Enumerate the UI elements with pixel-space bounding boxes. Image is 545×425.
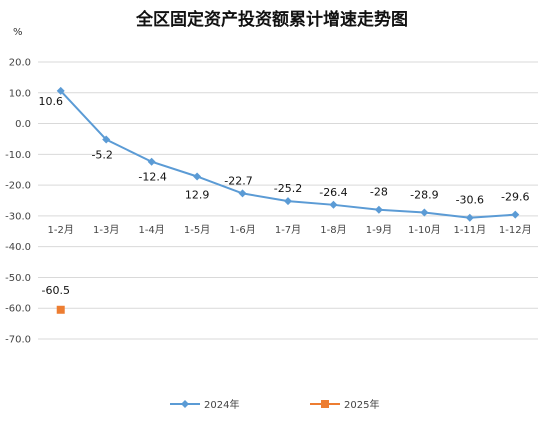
x-tick-label: 1-8月	[320, 224, 346, 236]
legend-label: 2025年	[344, 398, 379, 411]
data-label: -60.5	[41, 284, 69, 297]
data-label: -26.4	[319, 186, 347, 199]
y-tick-label: 0.0	[15, 119, 31, 130]
y-tick-label: -50.0	[5, 273, 31, 284]
y-axis-ticks: 20.0 10.0 0.0 -10.0 -20.0 -30.0 -40.0 -50.0 -60.…	[5, 58, 31, 346]
x-tick-label: 1-6月	[229, 224, 255, 236]
x-tick-label: 1-11月	[453, 224, 486, 236]
x-axis-ticks: 1-2月 1-3月 1-4月 1-5月 1-6月 1-7月 1-8月 1-9月 1-10月 1-1…	[48, 224, 532, 236]
data-label: -30.6	[456, 194, 484, 207]
data-point-marker	[420, 208, 429, 217]
legend-label: 2024年	[204, 398, 239, 411]
data-label: -12.4	[138, 171, 166, 184]
data-point-marker	[465, 213, 474, 222]
data-label: -29.6	[501, 191, 529, 204]
data-point-marker	[56, 305, 65, 314]
x-tick-label: 1-3月	[93, 224, 119, 236]
x-tick-label: 1-12月	[499, 224, 532, 236]
gridlines	[38, 61, 538, 340]
legend-marker	[321, 400, 329, 408]
x-tick-label: 1-7月	[275, 224, 301, 236]
y-tick-label: -40.0	[5, 242, 31, 253]
data-point-marker	[329, 200, 338, 209]
y-tick-label: 20.0	[9, 58, 31, 69]
data-label: -28	[370, 186, 388, 199]
y-tick-label: -30.0	[5, 211, 31, 222]
y-tick-label: -20.0	[5, 181, 31, 192]
y-tick-label: -70.0	[5, 335, 31, 346]
data-label: 10.6	[38, 95, 63, 108]
data-label: -28.9	[410, 189, 438, 202]
chart-title: 全区固定资产投资额累计增速走势图	[135, 9, 408, 30]
x-tick-label: 1-9月	[366, 224, 392, 236]
x-tick-label: 1-2月	[48, 224, 74, 236]
x-tick-label: 1-4月	[138, 224, 164, 236]
data-point-marker	[511, 210, 520, 219]
data-point-marker	[102, 135, 111, 144]
data-label: -5.2	[91, 149, 112, 162]
y-axis-unit: %	[13, 27, 23, 38]
y-tick-label: -10.0	[5, 150, 31, 161]
data-point-marker	[56, 86, 65, 95]
data-label: 12.9	[185, 188, 210, 201]
legend-marker	[181, 400, 189, 408]
x-tick-label: 1-5月	[184, 224, 210, 236]
x-tick-label: 1-10月	[408, 224, 441, 236]
series-group	[56, 86, 520, 314]
y-tick-label: -60.0	[5, 304, 31, 315]
data-label: -25.2	[274, 182, 302, 195]
data-point-marker	[147, 157, 156, 166]
data-label: -22.7	[224, 174, 252, 187]
data-point-marker	[193, 172, 202, 181]
data-point-marker	[374, 205, 383, 214]
data-labels: 10.6 -5.2 -12.4 12.9 -22.7 -25.2 -26.4 -28 -28.9…	[38, 95, 529, 297]
data-point-marker	[238, 189, 247, 198]
data-point-marker	[284, 197, 292, 206]
legend: 2024年 2025年	[170, 398, 379, 411]
y-tick-label: 10.0	[9, 88, 31, 99]
